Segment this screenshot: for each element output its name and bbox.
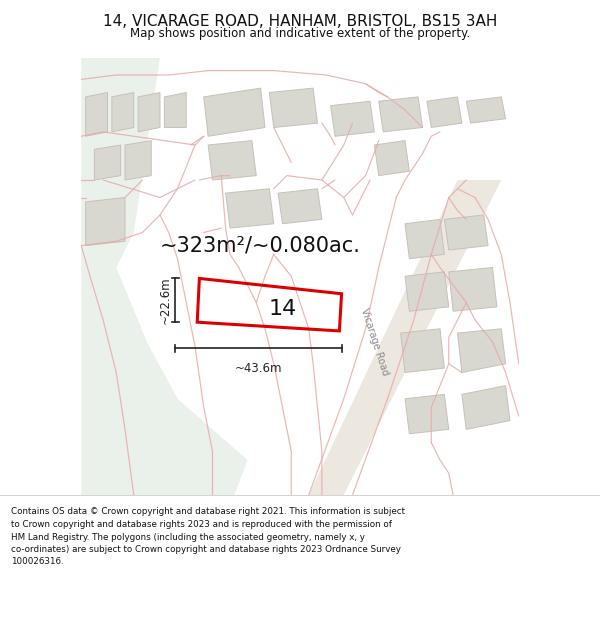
Text: HM Land Registry. The polygons (including the associated geometry, namely x, y: HM Land Registry. The polygons (includin…	[11, 532, 365, 541]
Polygon shape	[331, 101, 374, 136]
Text: ~43.6m: ~43.6m	[235, 362, 282, 374]
Polygon shape	[462, 386, 510, 429]
Polygon shape	[226, 189, 274, 228]
Polygon shape	[94, 145, 121, 180]
Text: 14: 14	[268, 299, 296, 319]
Text: ~22.6m: ~22.6m	[159, 276, 172, 324]
Text: ~323m²/~0.080ac.: ~323m²/~0.080ac.	[160, 236, 361, 256]
Text: Contains OS data © Crown copyright and database right 2021. This information is : Contains OS data © Crown copyright and d…	[11, 508, 405, 516]
Polygon shape	[374, 141, 409, 176]
Polygon shape	[112, 92, 134, 132]
Polygon shape	[125, 141, 151, 180]
Polygon shape	[427, 97, 462, 128]
Polygon shape	[405, 219, 445, 259]
Polygon shape	[278, 189, 322, 224]
Polygon shape	[81, 58, 160, 495]
Text: co-ordinates) are subject to Crown copyright and database rights 2023 Ordnance S: co-ordinates) are subject to Crown copyr…	[11, 545, 401, 554]
Polygon shape	[138, 92, 160, 132]
Polygon shape	[466, 97, 506, 123]
Polygon shape	[405, 272, 449, 311]
Text: 14, VICARAGE ROAD, HANHAM, BRISTOL, BS15 3AH: 14, VICARAGE ROAD, HANHAM, BRISTOL, BS15…	[103, 14, 497, 29]
Polygon shape	[86, 92, 107, 136]
Polygon shape	[445, 215, 488, 250]
Polygon shape	[269, 88, 317, 127]
Text: 100026316.: 100026316.	[11, 558, 64, 566]
Polygon shape	[86, 198, 125, 246]
Text: Map shows position and indicative extent of the property.: Map shows position and indicative extent…	[130, 28, 470, 40]
Polygon shape	[164, 92, 186, 128]
Text: Vicarage Road: Vicarage Road	[359, 307, 390, 377]
Polygon shape	[379, 97, 422, 132]
Text: to Crown copyright and database rights 2023 and is reproduced with the permissio: to Crown copyright and database rights 2…	[11, 520, 392, 529]
Polygon shape	[458, 329, 506, 372]
Polygon shape	[405, 394, 449, 434]
Polygon shape	[204, 88, 265, 136]
Polygon shape	[449, 268, 497, 311]
Polygon shape	[208, 141, 256, 180]
Polygon shape	[81, 268, 247, 495]
Polygon shape	[309, 180, 501, 495]
Polygon shape	[401, 329, 445, 372]
